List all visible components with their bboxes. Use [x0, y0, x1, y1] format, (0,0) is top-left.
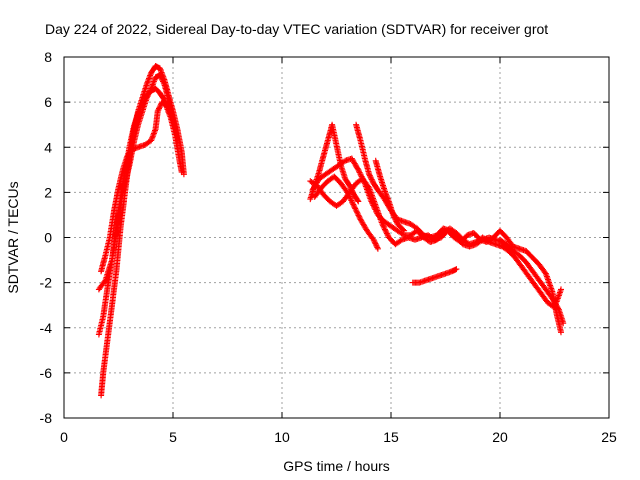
x-tick-label: 5	[169, 429, 177, 445]
series-arc-8	[311, 173, 381, 252]
y-tick-label: -2	[40, 275, 53, 291]
series-arc-9	[353, 121, 512, 252]
y-tick-label: 6	[44, 94, 52, 110]
data-marks	[95, 63, 567, 399]
data-point-markers	[497, 236, 567, 327]
series-arc-6	[307, 175, 564, 336]
grid	[64, 57, 609, 418]
series-arc-10	[372, 157, 408, 234]
y-tick-label: 8	[44, 49, 52, 65]
chart-title: Day 224 of 2022, Sidereal Day-to-day VTE…	[45, 21, 548, 37]
y-tick-label: 2	[44, 184, 52, 200]
series-arc-11	[409, 266, 460, 286]
data-point-markers	[372, 157, 408, 234]
data-point-markers	[311, 173, 381, 252]
y-tick-label: -4	[40, 320, 53, 336]
y-tick-label: 4	[44, 139, 52, 155]
x-tick-label: 0	[60, 429, 68, 445]
x-tick-label: 10	[274, 429, 290, 445]
x-tick-label: 20	[492, 429, 508, 445]
y-tick-label: -8	[40, 410, 53, 426]
x-axis-label: GPS time / hours	[283, 458, 390, 474]
y-tick-label: -6	[40, 365, 53, 381]
y-axis-label: SDTVAR / TECUs	[5, 181, 21, 293]
data-point-markers	[95, 72, 176, 293]
x-axis: 0 5 10 15 20 25	[60, 57, 617, 445]
data-point-markers	[307, 175, 564, 336]
series-arc-4	[95, 72, 176, 293]
series-arc-12	[497, 236, 567, 327]
y-tick-label: 0	[44, 230, 52, 246]
data-point-markers	[353, 121, 512, 252]
data-point-markers	[409, 266, 460, 286]
y-axis: -8 -6 -4 -2 0 2 4 6 8	[40, 49, 609, 426]
x-tick-label: 15	[383, 429, 399, 445]
x-tick-label: 25	[601, 429, 617, 445]
